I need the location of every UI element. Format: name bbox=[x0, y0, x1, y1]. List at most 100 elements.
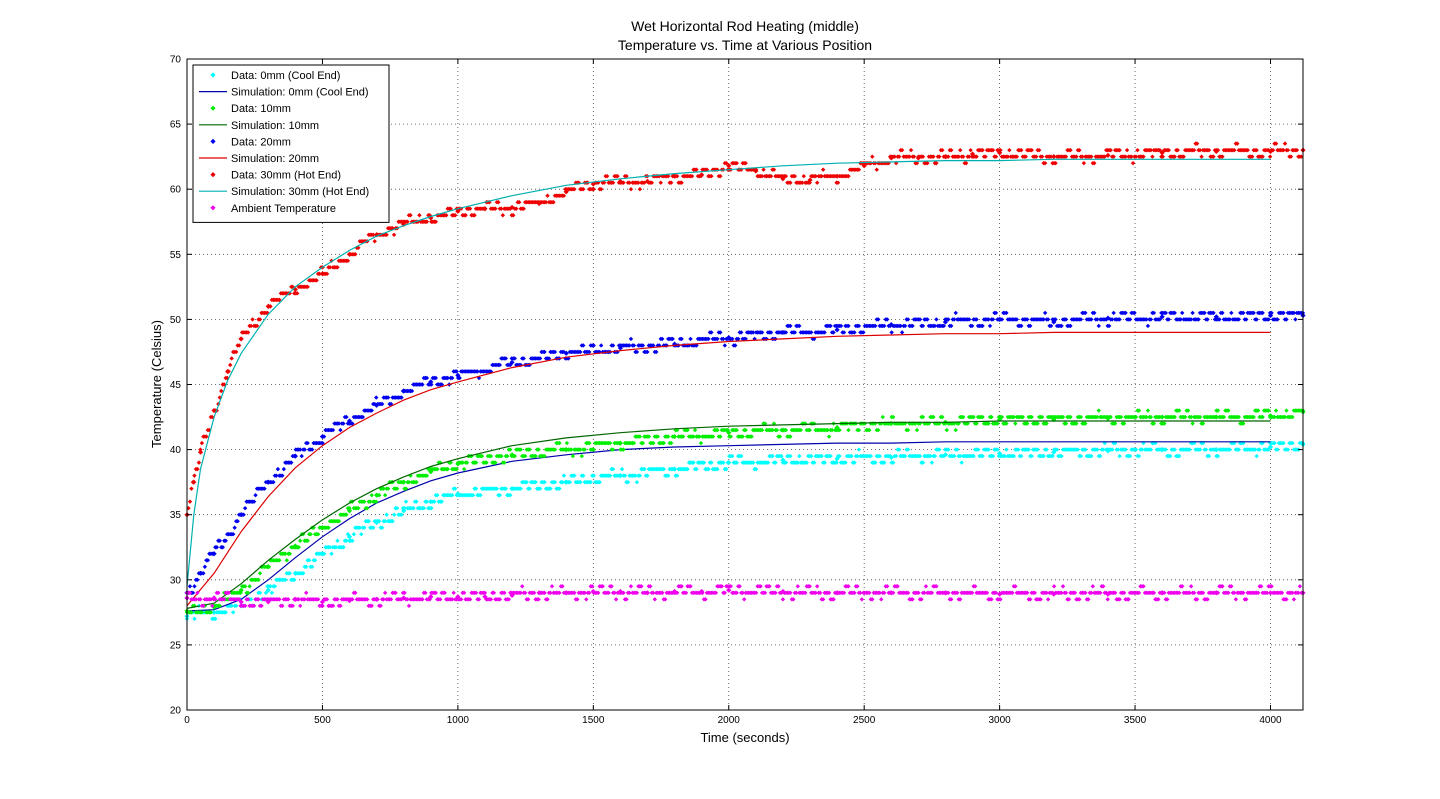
data-point bbox=[619, 466, 625, 472]
data-point bbox=[445, 466, 450, 472]
data-point bbox=[287, 551, 292, 556]
data-point bbox=[257, 590, 263, 596]
data-point bbox=[718, 173, 723, 179]
data-point bbox=[305, 538, 310, 543]
data-point bbox=[1105, 597, 1110, 602]
data-point bbox=[788, 434, 793, 439]
data-point bbox=[651, 590, 656, 596]
data-point bbox=[768, 173, 774, 179]
legend-marker-swatch bbox=[210, 138, 216, 144]
data-point bbox=[1272, 414, 1277, 420]
data-point bbox=[1127, 453, 1133, 459]
data-point bbox=[664, 343, 669, 348]
data-point bbox=[627, 180, 632, 185]
series-line bbox=[186, 420, 1271, 609]
data-point bbox=[791, 597, 796, 602]
data-point bbox=[813, 173, 818, 179]
data-point bbox=[1063, 317, 1069, 322]
data-point bbox=[508, 447, 513, 452]
data-point bbox=[229, 603, 234, 609]
data-point bbox=[204, 434, 209, 439]
data-point bbox=[578, 349, 583, 355]
data-point bbox=[902, 453, 908, 459]
y-axis-label: Temperature (Celsius) bbox=[149, 320, 164, 448]
data-point bbox=[384, 232, 389, 237]
data-point bbox=[1266, 408, 1271, 413]
data-point bbox=[1051, 417, 1057, 423]
data-point bbox=[726, 163, 732, 169]
data-point bbox=[365, 505, 370, 511]
data-point bbox=[946, 154, 951, 159]
data-point bbox=[999, 317, 1005, 322]
data-point bbox=[934, 584, 939, 589]
data-point bbox=[305, 284, 310, 290]
data-point bbox=[852, 460, 857, 465]
data-point bbox=[885, 317, 890, 322]
data-point bbox=[1123, 310, 1128, 316]
data-point bbox=[1112, 590, 1118, 596]
data-point bbox=[1029, 453, 1034, 459]
series-3 bbox=[186, 420, 1271, 609]
data-point bbox=[743, 336, 748, 342]
data-point bbox=[1011, 414, 1017, 420]
data-point bbox=[692, 427, 698, 433]
data-point bbox=[807, 180, 812, 185]
data-point bbox=[374, 402, 380, 408]
data-point bbox=[1133, 154, 1139, 159]
data-point bbox=[1019, 453, 1024, 459]
data-point bbox=[381, 597, 386, 602]
data-point bbox=[1244, 597, 1249, 602]
data-point bbox=[1177, 590, 1182, 596]
data-point bbox=[1123, 154, 1128, 159]
data-point bbox=[250, 317, 255, 322]
series-line bbox=[186, 331, 1271, 607]
data-point bbox=[1013, 421, 1018, 426]
data-point bbox=[1096, 408, 1101, 413]
data-point bbox=[491, 590, 497, 596]
data-point bbox=[710, 434, 716, 439]
data-point bbox=[1102, 154, 1107, 159]
data-point bbox=[795, 584, 801, 589]
data-point bbox=[728, 434, 733, 439]
data-point bbox=[1165, 597, 1170, 602]
y-tick-label: 30 bbox=[170, 575, 182, 586]
series-7 bbox=[186, 158, 1271, 587]
data-point bbox=[646, 434, 652, 439]
data-point bbox=[198, 597, 203, 602]
data-point bbox=[713, 590, 719, 596]
data-point bbox=[376, 492, 382, 498]
data-point bbox=[999, 414, 1005, 420]
legend-label: Ambient Temperature bbox=[231, 203, 336, 215]
data-point bbox=[902, 323, 908, 329]
data-point bbox=[369, 603, 374, 609]
data-point bbox=[721, 336, 726, 342]
data-point bbox=[734, 460, 739, 465]
data-point bbox=[990, 317, 996, 322]
data-point bbox=[1267, 444, 1274, 450]
data-point bbox=[1063, 421, 1069, 426]
data-point bbox=[899, 147, 905, 153]
data-point bbox=[420, 597, 425, 602]
data-point bbox=[940, 414, 945, 420]
data-point bbox=[752, 336, 757, 342]
data-point bbox=[730, 336, 735, 342]
data-point bbox=[1090, 584, 1096, 589]
data-point bbox=[320, 603, 325, 609]
data-point bbox=[548, 486, 553, 491]
data-point bbox=[449, 492, 455, 498]
data-point bbox=[350, 421, 355, 426]
data-point bbox=[467, 597, 473, 602]
data-point bbox=[691, 460, 696, 465]
data-point bbox=[1203, 447, 1209, 452]
data-point bbox=[1275, 447, 1280, 452]
data-point bbox=[195, 577, 200, 582]
data-point bbox=[987, 323, 993, 329]
data-point bbox=[694, 466, 699, 472]
data-point bbox=[726, 587, 732, 593]
data-point bbox=[898, 323, 903, 329]
data-point bbox=[725, 460, 730, 465]
data-point bbox=[1141, 154, 1146, 159]
data-point bbox=[934, 160, 939, 166]
data-point bbox=[846, 173, 851, 179]
data-point bbox=[856, 447, 862, 452]
